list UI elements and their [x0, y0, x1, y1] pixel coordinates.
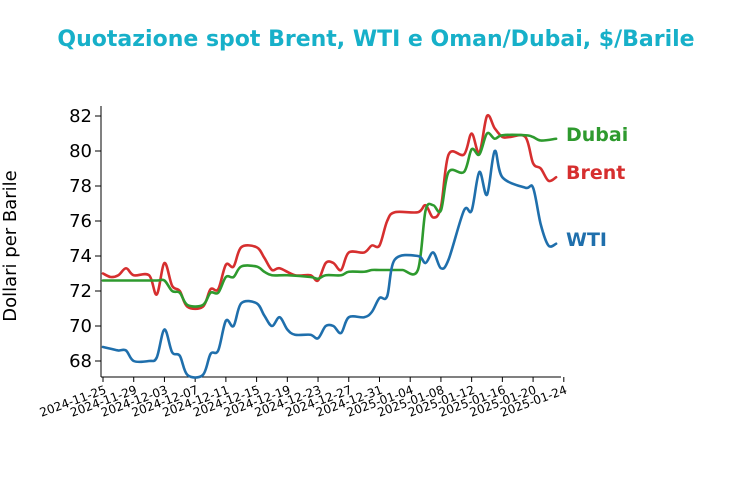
x-ticks: 2024-11-252024-11-292024-12-032024-12-07… — [38, 377, 569, 420]
series-line-brent — [101, 113, 558, 311]
y-tick-label: 72 — [69, 281, 92, 302]
series-lines — [101, 113, 558, 379]
y-tick-label: 78 — [69, 176, 92, 197]
series-labels: Brent Dubai WTI — [566, 124, 628, 251]
y-tick-label: 76 — [69, 211, 92, 232]
axes — [100, 106, 561, 378]
y-tick-label: 82 — [69, 106, 92, 127]
series-line-wti — [101, 149, 558, 379]
series-label-dubai: Dubai — [566, 124, 628, 146]
y-ticks: 68 70 72 74 76 78 80 82 — [69, 106, 101, 372]
y-tick-label: 70 — [69, 316, 92, 337]
chart-title: Quotazione spot Brent, WTI e Oman/Dubai,… — [57, 27, 694, 52]
series-line-dubai — [101, 131, 558, 308]
y-tick-label: 68 — [69, 351, 92, 372]
series-label-wti: WTI — [566, 229, 607, 251]
y-tick-label: 80 — [69, 141, 92, 162]
y-axis-label: Dollari per Barile — [0, 170, 21, 322]
y-tick-label: 74 — [69, 246, 92, 267]
series-label-brent: Brent — [566, 162, 625, 184]
